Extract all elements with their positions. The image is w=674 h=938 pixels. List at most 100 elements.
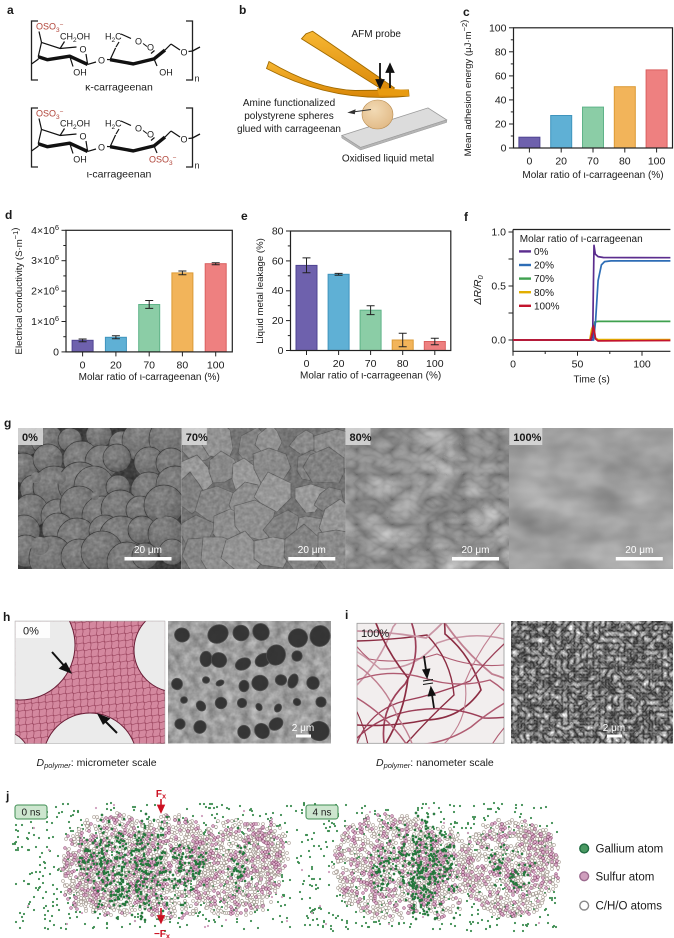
svg-text:H2C: H2C (105, 32, 122, 45)
svg-text:20 μm: 20 μm (134, 545, 162, 556)
svg-text:O: O (180, 135, 187, 145)
svg-text:Oxidised liquid metal: Oxidised liquid metal (342, 154, 434, 165)
svg-text:2 μm: 2 μm (292, 723, 314, 734)
svg-text:100: 100 (207, 359, 225, 371)
svg-text:70: 70 (143, 359, 155, 371)
svg-text:0%: 0% (534, 247, 549, 258)
svg-text:60: 60 (495, 70, 507, 82)
svg-text:0: 0 (501, 143, 507, 155)
svg-text:h: h (3, 610, 10, 624)
svg-text:50: 50 (572, 358, 584, 370)
svg-text:c: c (463, 5, 470, 19)
svg-text:polystyrene spheres: polystyrene spheres (244, 111, 334, 122)
svg-text:2 μm: 2 μm (603, 723, 625, 734)
svg-text:80: 80 (272, 226, 284, 238)
svg-text:b: b (239, 3, 246, 17)
svg-text:100: 100 (426, 358, 444, 370)
svg-text:O: O (98, 143, 105, 153)
svg-text:ι-carrageenan: ι-carrageenan (87, 169, 152, 181)
svg-text:O: O (80, 45, 87, 55)
svg-text:2×106: 2×106 (31, 284, 59, 298)
svg-text:i: i (345, 608, 348, 622)
svg-text:0: 0 (304, 358, 310, 370)
svg-text:−Fx: −Fx (154, 929, 171, 938)
svg-text:70: 70 (365, 358, 377, 370)
svg-text:κ-carrageenan: κ-carrageenan (85, 82, 153, 94)
svg-text:0%: 0% (22, 432, 38, 444)
svg-text:100: 100 (648, 156, 666, 168)
svg-text:80: 80 (619, 156, 631, 168)
svg-text:20: 20 (495, 119, 507, 131)
svg-text:ΔR/R0: ΔR/R0 (472, 275, 485, 306)
svg-text:0 ns: 0 ns (22, 808, 41, 819)
svg-text:OH: OH (159, 68, 173, 78)
svg-text:glued with carrageenan: glued with carrageenan (237, 124, 341, 135)
svg-text:Dpolymer: micrometer scale: Dpolymer: micrometer scale (37, 757, 157, 770)
svg-text:H2C: H2C (105, 119, 122, 132)
svg-text:e: e (241, 209, 248, 223)
svg-text:20: 20 (272, 315, 284, 327)
svg-text:Molar ratio of ι-carrageenan (: Molar ratio of ι-carrageenan (%) (522, 170, 663, 181)
svg-text:O: O (147, 43, 154, 53)
svg-text:AFM probe: AFM probe (352, 29, 402, 40)
svg-text:n: n (195, 161, 200, 171)
svg-text:O: O (147, 130, 154, 140)
svg-text:40: 40 (495, 94, 507, 106)
svg-text:4×106: 4×106 (31, 223, 59, 237)
svg-text:O: O (80, 132, 87, 142)
svg-text:20 μm: 20 μm (462, 545, 490, 556)
svg-text:Mean adhesion energy (μJ·m−2): Mean adhesion energy (μJ·m−2) (459, 20, 474, 157)
svg-text:80: 80 (495, 46, 507, 58)
svg-text:Molar ratio of ι-carrageenan (: Molar ratio of ι-carrageenan (%) (79, 372, 220, 383)
svg-text:Fx: Fx (156, 789, 167, 801)
svg-text:O: O (135, 37, 142, 47)
svg-text:20: 20 (555, 156, 567, 168)
svg-text:20: 20 (333, 358, 345, 370)
svg-text:d: d (5, 208, 12, 222)
svg-text:1×106: 1×106 (31, 314, 59, 328)
svg-text:80%: 80% (350, 432, 372, 444)
svg-text:Dpolymer: nanometer scale: Dpolymer: nanometer scale (376, 757, 494, 770)
svg-text:j: j (5, 789, 9, 803)
svg-text:60: 60 (272, 255, 284, 267)
svg-text:70: 70 (587, 156, 599, 168)
svg-text:CH2OH: CH2OH (60, 32, 90, 45)
svg-text:80: 80 (397, 358, 409, 370)
svg-text:100%: 100% (534, 301, 560, 312)
svg-text:O: O (98, 56, 105, 66)
svg-text:O: O (180, 48, 187, 58)
svg-text:20 μm: 20 μm (625, 545, 653, 556)
svg-text:Electrical conductivity (S·m−1: Electrical conductivity (S·m−1) (10, 228, 25, 355)
svg-text:80%: 80% (534, 288, 554, 299)
svg-text:CH2OH: CH2OH (60, 119, 90, 132)
svg-text:0: 0 (510, 358, 516, 370)
svg-text:Liquid metal leakage (%): Liquid metal leakage (%) (255, 238, 266, 344)
svg-text:20: 20 (110, 359, 122, 371)
svg-text:O: O (135, 124, 142, 134)
svg-text:20 μm: 20 μm (298, 545, 326, 556)
svg-text:0.0: 0.0 (491, 335, 506, 347)
svg-text:40: 40 (272, 285, 284, 297)
svg-text:0.5: 0.5 (491, 281, 506, 293)
svg-text:3×106: 3×106 (31, 253, 59, 267)
svg-text:Time (s): Time (s) (574, 374, 610, 385)
svg-text:80: 80 (177, 359, 189, 371)
svg-text:Molar ratio of ι-carrageenan: Molar ratio of ι-carrageenan (520, 234, 643, 245)
svg-text:g: g (4, 416, 11, 430)
svg-text:100%: 100% (513, 432, 541, 444)
svg-text:100: 100 (489, 22, 507, 34)
svg-text:100%: 100% (361, 628, 389, 640)
svg-text:100: 100 (633, 358, 651, 370)
svg-text:n: n (195, 74, 200, 84)
svg-text:Molar ratio of ι-carrageenan (: Molar ratio of ι-carrageenan (%) (300, 371, 441, 382)
svg-text:0: 0 (526, 156, 532, 168)
svg-text:OH: OH (73, 68, 87, 78)
svg-text:Amine functionalized: Amine functionalized (243, 98, 335, 109)
svg-text:OSO3−: OSO3− (149, 155, 177, 168)
svg-text:70%: 70% (186, 432, 208, 444)
svg-text:OH: OH (73, 155, 87, 165)
svg-text:20%: 20% (534, 261, 554, 272)
svg-text:0: 0 (278, 345, 284, 357)
svg-text:1.0: 1.0 (491, 227, 506, 239)
svg-text:a: a (7, 3, 14, 17)
